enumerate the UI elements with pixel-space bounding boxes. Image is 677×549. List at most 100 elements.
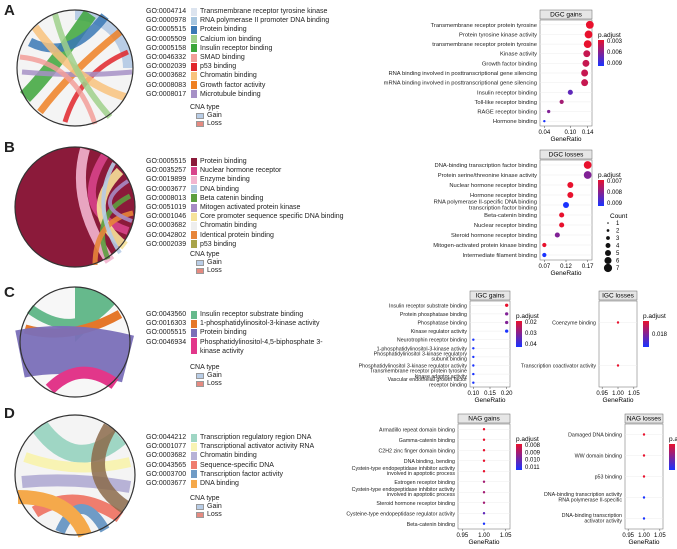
x-tick-label: 1.05 (500, 533, 512, 539)
data-point (559, 222, 565, 228)
y-tick-label: Cystein-type endopeptidase inhibitor act… (352, 487, 456, 493)
dot-plot-dgc-gains: DGC gains Transmembrane receptor protein … (384, 9, 623, 143)
dot-plot-nag-gains: NAG gains Armadillo repeat domain binding… (346, 413, 541, 546)
colorbar-tick-label: 0.006 (607, 50, 623, 56)
plot-area (539, 159, 593, 261)
y-tick-label-line2: activator activity (584, 518, 622, 524)
y-tick-label: Transmembrane receptor protein tyrosine (370, 369, 467, 375)
data-point (567, 182, 574, 188)
y-tick-label: Insulin receptor substrate binding (389, 303, 467, 309)
data-point (505, 329, 509, 333)
y-tick-label: Intermediate filament binding (463, 253, 537, 259)
colorbar (516, 321, 522, 347)
cna-legend-title: CNA type (190, 364, 220, 371)
data-point (505, 303, 509, 307)
y-tick-label: Hormone receptor binding (470, 193, 537, 199)
data-point (542, 242, 547, 248)
dot-plot-dgc-losses: DGC losses DNA-binding transcription fact… (433, 149, 628, 277)
size-legend-dot (605, 243, 611, 248)
go-term: GO:0035257 Nuclear hormone receptor (146, 166, 282, 175)
go-term: GO:0016303 1-phosphatidylinositol-3-kinas… (146, 319, 320, 328)
y-tick-label: Damaged DNA binding (568, 433, 622, 439)
chord-diagram-a (16, 9, 134, 127)
cna-legend-a: CNA type Gain Loss (190, 104, 222, 128)
y-tick-label: Beta-catenin binding (484, 213, 537, 219)
dot-plot-nag-losses: NAG losses Damaged DNA binding WW domain b… (544, 413, 677, 546)
size-legend-dot (606, 229, 610, 232)
y-tick-label: Cysteine-type endopeptidase regulator ac… (346, 511, 455, 517)
x-axis-label: GeneRatio (550, 270, 581, 277)
y-tick-label: Mitogen-activated protein kinase binding (433, 243, 537, 249)
go-term: GO:0046332 SMAD binding (146, 53, 245, 62)
y-tick-label-line2: RNA polymerase II-specific (558, 497, 622, 503)
x-axis-label: GeneRatio (628, 539, 659, 546)
y-tick-label: RNA binding involved in posttranscriptio… (388, 71, 537, 77)
y-tick-label-line2: receptor binding (429, 383, 467, 389)
x-tick-label: 0.95 (622, 533, 634, 539)
y-tick-label: Protein serine/threonine kinase activity (438, 173, 537, 179)
go-term: GO:0005515 Protein binding (146, 328, 247, 337)
y-tick-label: Transmembrane receptor protein tyrosine (431, 23, 537, 29)
data-point (542, 252, 547, 258)
chord-diagram-c (15, 286, 135, 398)
y-tick-label: Hormone binding (493, 119, 537, 125)
y-tick-label: Steroid hormone receptor binding (376, 501, 455, 507)
go-term: GO:0003682 Chromatin binding (146, 451, 257, 460)
y-tick-label-line2: transcription factor binding (469, 205, 537, 211)
y-tick-label: Gamma-catenin binding (399, 438, 455, 444)
y-tick-label: DNA-binding transcription factor binding (435, 163, 537, 169)
x-tick-label: 1.05 (628, 391, 640, 397)
colorbar-title: p.adjust (598, 32, 621, 39)
y-tick-label: Armadillo repeat domain binding (379, 427, 455, 433)
x-axis-label: GeneRatio (474, 397, 505, 404)
x-axis-label: GeneRatio (550, 136, 581, 143)
colorbar (643, 321, 649, 347)
x-tick-label: 0.17 (582, 264, 594, 270)
y-tick-label: Neurotrophin receptor binding (397, 338, 467, 344)
data-point (616, 321, 620, 324)
data-point (554, 232, 560, 238)
chart-title-strip (469, 290, 511, 301)
data-point (583, 50, 591, 58)
data-point (642, 517, 646, 520)
colorbar-tick-label: 0.04 (525, 342, 537, 348)
y-tick-label: Growth factor binding (482, 61, 537, 67)
go-term: GO:0005509 Calcium ion binding (146, 35, 262, 44)
y-tick-label: DNA-binding transcription activity (544, 492, 622, 498)
y-tick-label: Phosphatase binding (418, 321, 468, 327)
size-legend-dot (603, 263, 613, 273)
data-point (616, 364, 620, 367)
go-term: GO:0008017 Microtubule binding (146, 90, 261, 99)
data-point (482, 522, 486, 525)
plot-area (469, 300, 511, 388)
colorbar-tick-label: 0.02 (525, 320, 537, 326)
x-tick-label: 0.12 (560, 264, 572, 270)
cna-loss-label: Loss (207, 380, 222, 387)
colorbar-tick-label: 0.008 (525, 443, 541, 449)
plot-area (598, 300, 638, 388)
data-point (642, 454, 646, 457)
cna-loss-label: Loss (207, 120, 222, 127)
go-term-list-b: GO:0005515 Protein binding GO:0035257 Nucl… (146, 157, 344, 249)
data-point (505, 320, 509, 325)
colorbar-tick-label: 0.010 (525, 458, 541, 464)
y-tick-label: Phosphatidylinositol 3-kinase regulator … (359, 364, 468, 370)
panel-b: B GO:0005515 Protein binding GO:0035257 Nu… (0, 137, 677, 277)
go-term-list-d: GO:0044212 Transcription regulatory regio… (146, 433, 314, 488)
data-point (547, 109, 551, 114)
chart-title: IGC losses (602, 293, 635, 300)
size-legend-label: 1 (616, 221, 620, 227)
data-point (472, 355, 475, 359)
colorbar-title: p.adjust (643, 313, 666, 320)
y-tick-label: Protein tyrosine kinase activity (459, 32, 537, 38)
y-tick-label: Phosphatidylinositol 3-kinase regulatory (374, 351, 468, 357)
y-tick-label: RAGE receptor binding (477, 110, 537, 116)
go-term: GO:0051019 Mitogen activated protein kina… (146, 203, 301, 212)
data-point (642, 475, 646, 478)
data-point (583, 171, 592, 179)
panel-letter: C (4, 284, 15, 301)
data-point (472, 372, 475, 376)
y-tick-label: DNA-binding transcription (562, 513, 622, 519)
data-point (472, 381, 475, 384)
size-legend-title: Count (610, 213, 628, 220)
